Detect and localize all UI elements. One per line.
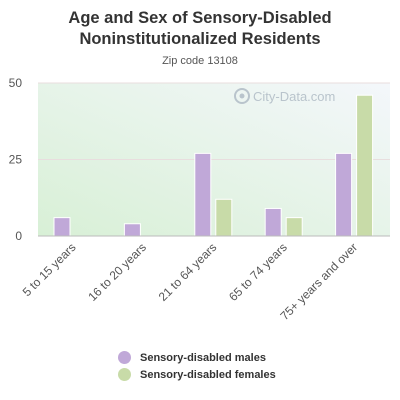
y-tick-label: 50 — [9, 76, 23, 90]
y-tick-label: 0 — [15, 229, 22, 243]
x-tick-label: 75+ years and over — [277, 240, 360, 323]
x-tick-label: 5 to 15 years — [20, 240, 79, 299]
x-tick-label: 65 to 74 years — [226, 240, 290, 304]
x-tick-label: 21 to 64 years — [156, 240, 220, 304]
legend-item-males: Sensory-disabled males — [118, 350, 276, 365]
bar-males — [53, 217, 71, 237]
legend-label-females: Sensory-disabled females — [140, 368, 276, 381]
watermark-icon — [234, 88, 250, 104]
watermark-icon-dot — [239, 93, 245, 99]
bar-females — [285, 217, 303, 237]
bar-males — [194, 152, 212, 237]
legend: Sensory-disabled males Sensory-disabled … — [118, 350, 276, 384]
x-tick-label: 16 to 20 years — [85, 240, 149, 304]
y-tick-label: 25 — [9, 153, 23, 167]
chart-title: Age and Sex of Sensory-Disabled Noninsti… — [68, 9, 332, 48]
watermark: City-Data.com — [234, 88, 335, 104]
watermark-text: City-Data.com — [253, 89, 335, 104]
legend-swatch-females — [118, 368, 131, 381]
legend-item-females: Sensory-disabled females — [118, 367, 276, 382]
legend-swatch-males — [118, 351, 131, 364]
legend-label-males: Sensory-disabled males — [140, 351, 266, 364]
bar-males — [264, 207, 282, 237]
bar-females — [215, 198, 233, 237]
bar-males — [123, 223, 141, 237]
bar-males — [335, 152, 353, 237]
bar-females — [356, 94, 374, 237]
chart-subtitle: Zip code 13108 — [162, 55, 238, 67]
